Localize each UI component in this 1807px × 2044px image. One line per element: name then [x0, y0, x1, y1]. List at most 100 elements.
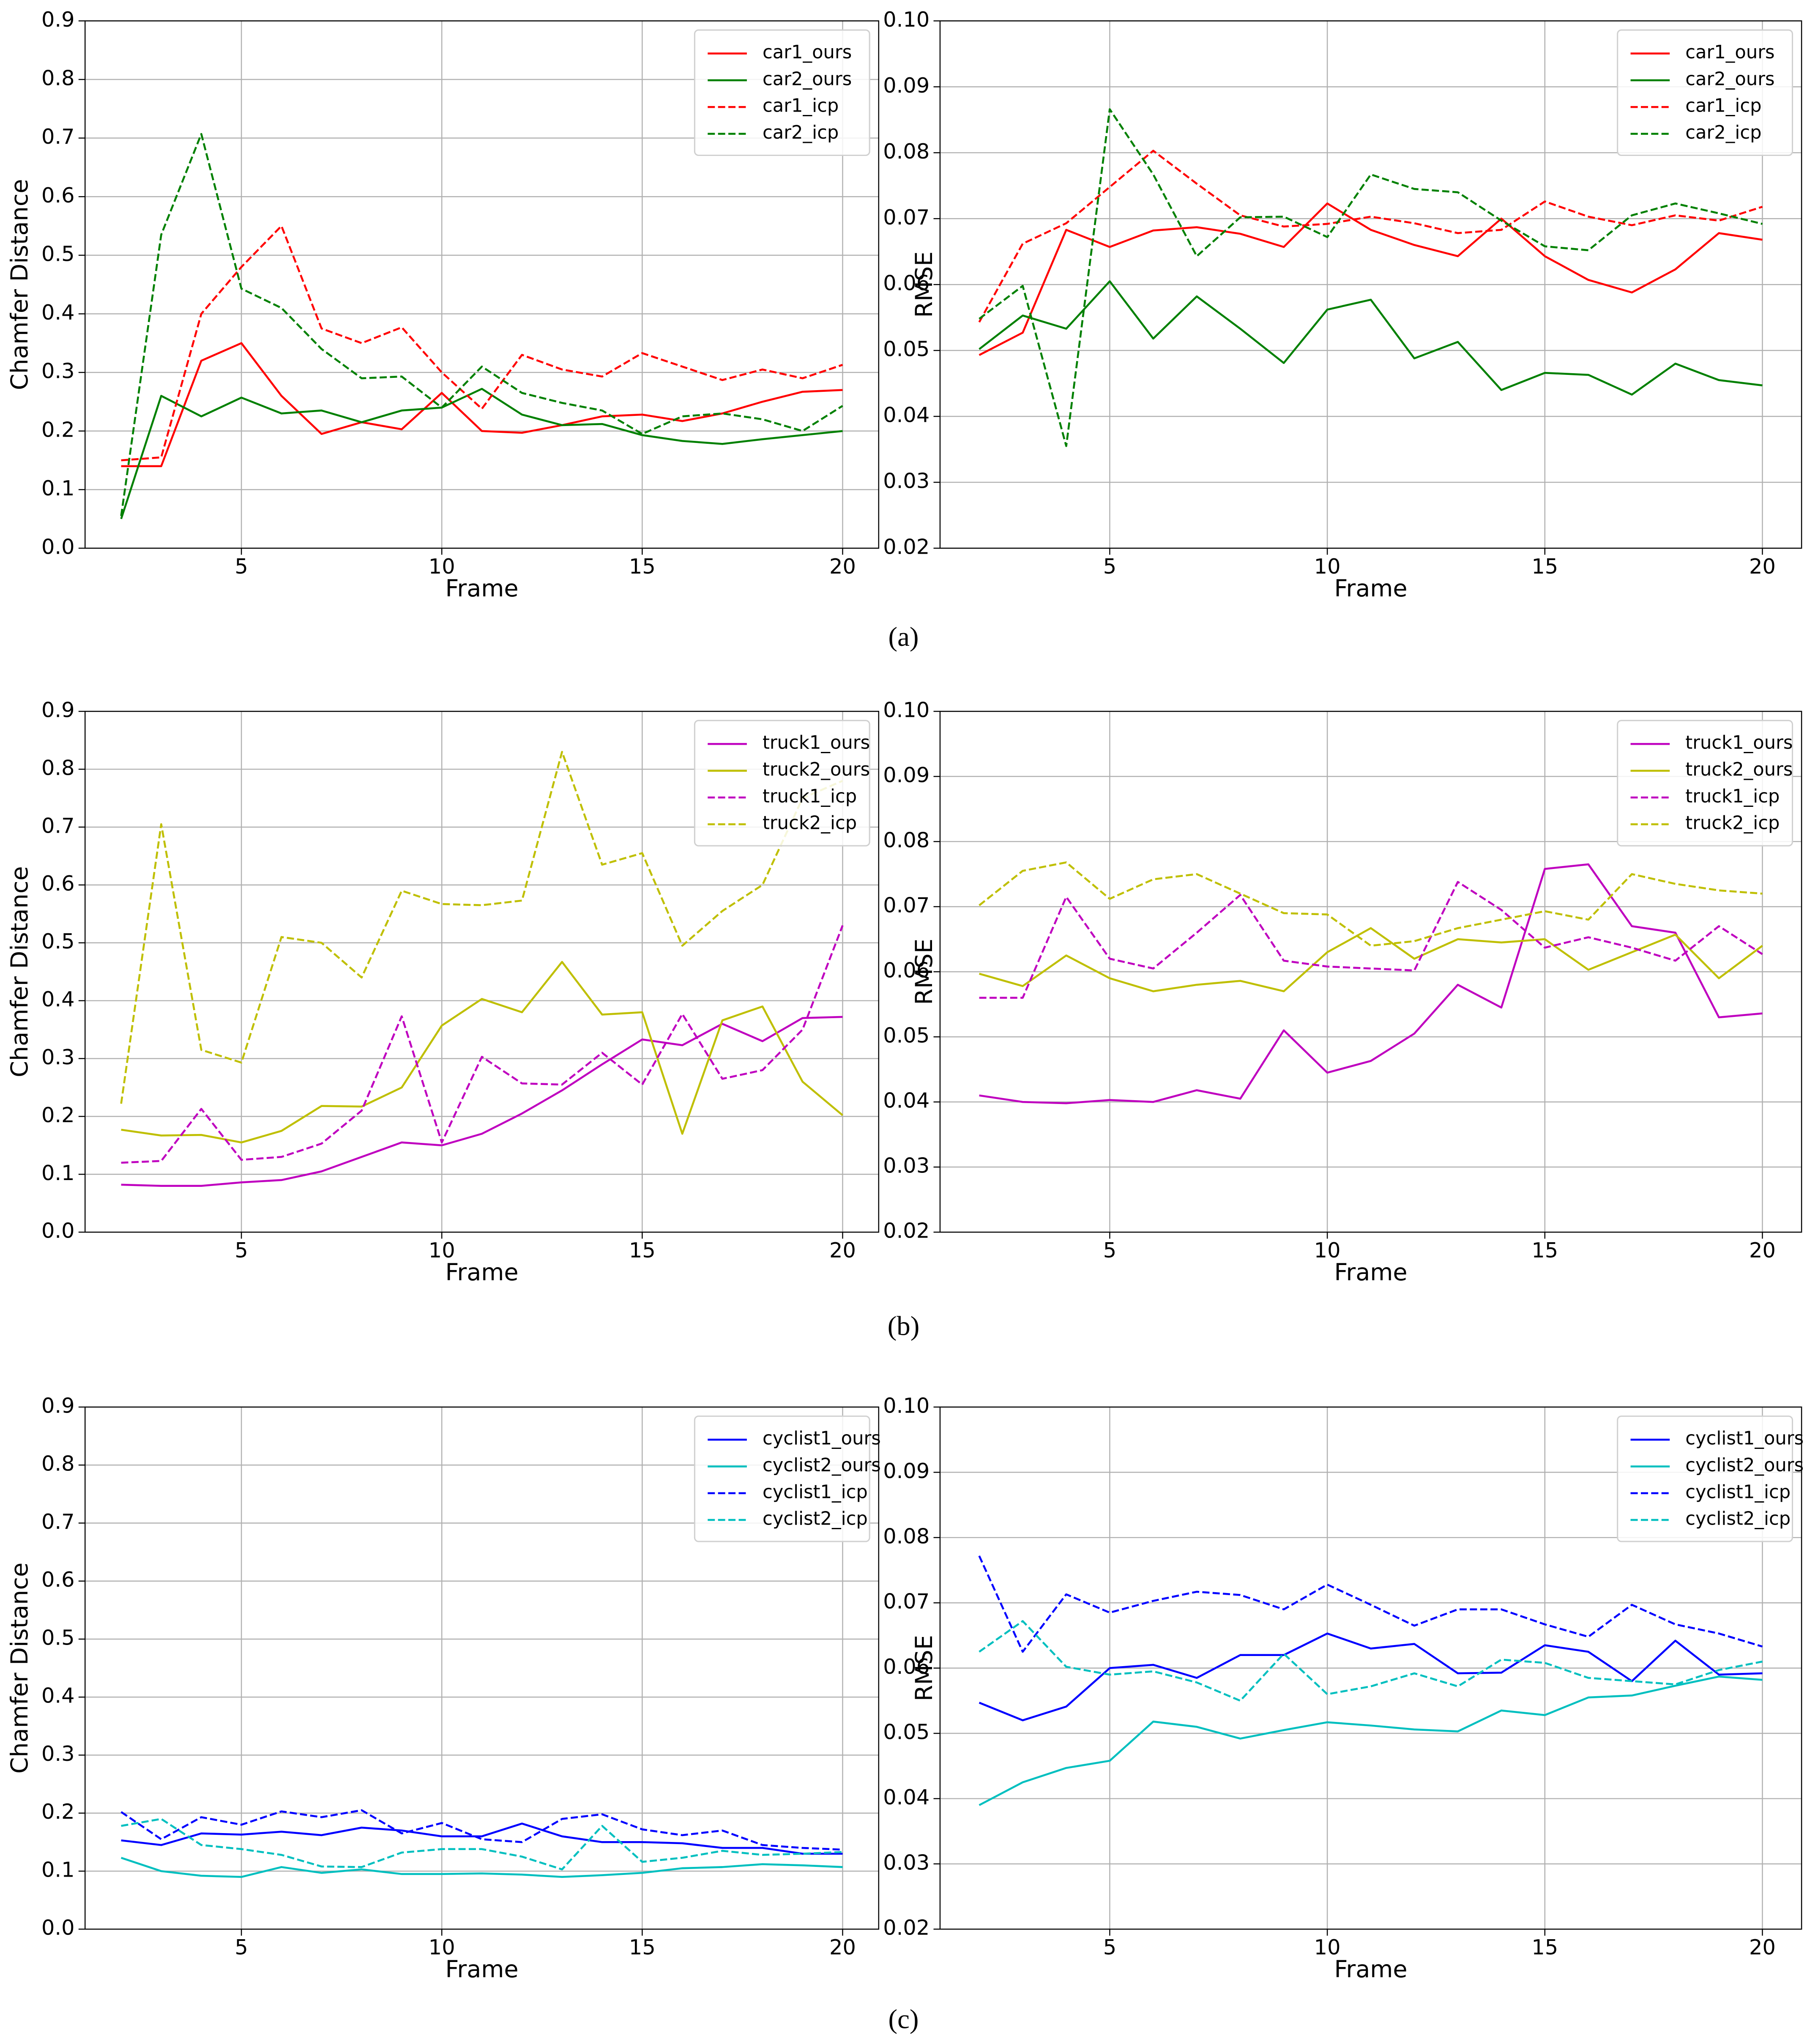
legend-label: truck1_icp	[763, 786, 857, 807]
data-line	[120, 1857, 843, 1878]
y-tick-label: 0.2	[41, 417, 75, 442]
legend-label: car1_ours	[1685, 42, 1774, 63]
x-tick-label: 5	[1103, 1238, 1116, 1262]
x-tick-label: 20	[829, 1935, 856, 1959]
y-tick-label: 0.7	[41, 813, 75, 838]
legend-label: cyclist2_ours	[1685, 1455, 1804, 1476]
plot-area	[978, 1555, 1763, 1806]
x-tick-label: 15	[1531, 1935, 1558, 1959]
y-tick-label: 0.8	[41, 755, 75, 780]
y-tick-label: 0.8	[41, 66, 75, 90]
y-tick-label: 0.5	[41, 929, 75, 954]
axes-frame	[85, 710, 880, 1233]
x-tick-label: 15	[629, 1935, 656, 1959]
legend-box	[694, 720, 870, 847]
x-tick-label: 5	[235, 1935, 248, 1959]
y-tick-label: 0.3	[41, 359, 75, 383]
y-tick-label: 0.9	[41, 7, 75, 32]
axes-frame	[939, 20, 1802, 549]
x-tick-label: 5	[235, 554, 248, 579]
chart-panel: 0.02 0.03 0.04 0.05 0.06 0.07 0.08 0.09 0.10 5 10 1…	[883, 698, 1802, 1286]
y-tick-label: 0.3	[41, 1741, 75, 1766]
chart-panel: 0.02 0.03 0.04 0.05 0.06 0.07 0.08 0.09 0.10 5 10 1…	[883, 1393, 1804, 1983]
y-tick-label: 0.03	[883, 469, 929, 493]
legend-label: truck1_ours	[763, 732, 870, 754]
y-tick-label: 0.2	[41, 1103, 75, 1127]
y-tick-label: 0.02	[883, 1219, 929, 1243]
legend-label: car2_icp	[763, 122, 839, 143]
x-tick-label: 10	[1314, 1238, 1341, 1262]
y-tick-label: 0.4	[41, 1683, 75, 1708]
data-line	[120, 133, 843, 516]
data-line	[979, 881, 1763, 999]
data-line	[979, 1675, 1763, 1806]
y-tick-label: 0.10	[883, 698, 929, 722]
data-line	[121, 1016, 843, 1187]
y-tick-label: 0.04	[883, 403, 929, 427]
legend-label: cyclist1_ours	[763, 1428, 881, 1449]
y-tick-label: 0.09	[883, 763, 929, 787]
axes-frame	[939, 1406, 1802, 1930]
y-tick-label: 0.07	[883, 1589, 929, 1614]
x-tick-label: 5	[235, 1238, 248, 1262]
legend-box	[1617, 1415, 1793, 1542]
y-tick-label: 0.9	[41, 698, 75, 722]
y-tick-label: 0.07	[883, 205, 929, 230]
y-tick-label: 0.10	[883, 1393, 929, 1418]
y-axis-label: RMSE	[910, 939, 938, 1005]
y-tick-label: 0.6	[41, 871, 75, 896]
legend-label: truck1_icp	[1685, 786, 1780, 807]
y-tick-label: 0.6	[41, 1567, 75, 1592]
y-tick-label: 0.05	[883, 1720, 929, 1744]
y-tick-label: 0.10	[883, 7, 929, 32]
legend-box	[1617, 720, 1793, 847]
y-tick-label: 0.9	[41, 1393, 75, 1418]
y-tick-label: 0.5	[41, 1625, 75, 1650]
y-axis-label: RMSE	[910, 1635, 938, 1701]
y-tick-label: 0.0	[41, 1219, 75, 1243]
data-line	[979, 108, 1763, 447]
x-tick-label: 20	[1749, 1935, 1776, 1959]
chart-panel: 0.02 0.03 0.04 0.05 0.06 0.07 0.08 0.09 0.10 5 10 1…	[883, 7, 1802, 602]
y-tick-label: 0.02	[883, 1916, 929, 1940]
x-tick-label: 15	[629, 1238, 656, 1262]
x-tick-label: 15	[629, 554, 656, 579]
y-tick-label: 0.3	[41, 1045, 75, 1069]
chart-panel: 0.0 0.1 0.2 0.3 0.4 0.5 0.6 0.7 0.8 0.9 5 10 15 20 Fra…	[6, 7, 880, 602]
data-line	[979, 863, 1763, 1104]
data-line	[121, 342, 843, 467]
x-tick-label: 20	[1749, 554, 1776, 579]
y-tick-label: 0.06	[883, 958, 929, 983]
y-tick-label: 0.4	[41, 987, 75, 1011]
x-axis-label: Frame	[445, 575, 518, 602]
legend-label: cyclist1_ours	[1685, 1428, 1804, 1449]
y-tick-label: 0.1	[41, 1857, 75, 1882]
legend-box	[694, 1415, 870, 1542]
y-tick-label: 0.04	[883, 1088, 929, 1113]
axes-frame	[85, 1406, 880, 1930]
legend-label: cyclist2_icp	[763, 1508, 868, 1530]
x-tick-label: 5	[1103, 1935, 1116, 1959]
y-tick-label: 0.08	[883, 139, 929, 164]
y-tick-label: 0.4	[41, 300, 75, 325]
data-line	[120, 1809, 843, 1851]
x-axis-label: Frame	[1334, 575, 1407, 602]
y-tick-label: 0.8	[41, 1451, 75, 1476]
x-tick-label: 15	[1531, 554, 1558, 579]
legend-label: truck1_ours	[1685, 732, 1793, 754]
y-tick-label: 0.06	[883, 271, 929, 295]
x-tick-label: 20	[829, 1238, 856, 1262]
axes-frame	[939, 710, 1802, 1233]
legend-label: car2_ours	[1685, 68, 1774, 90]
x-axis-label: Frame	[1334, 1259, 1407, 1286]
plot-area	[120, 1809, 843, 1878]
legend-label: truck2_ours	[763, 759, 870, 780]
legend-label: car1_icp	[1685, 96, 1761, 117]
x-tick-label: 10	[429, 1935, 455, 1959]
legend-label: cyclist1_icp	[763, 1481, 868, 1503]
data-line	[120, 388, 843, 519]
y-tick-label: 0.06	[883, 1654, 929, 1679]
caption: (a)	[888, 622, 919, 652]
legend-label: car1_ours	[763, 42, 852, 63]
data-line	[121, 1818, 843, 1871]
